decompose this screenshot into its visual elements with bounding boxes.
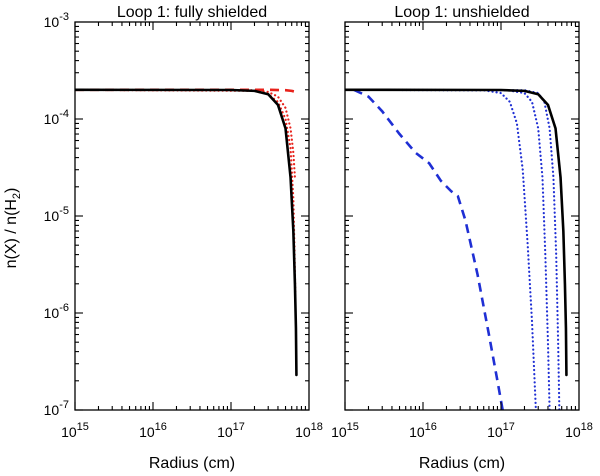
x-tick-labels: 1015 1016 1017 1018	[61, 421, 323, 440]
x-tick-label: 1015	[61, 421, 89, 440]
y-tick-labels: 10-7 10-6 10-5 10-4 10-3	[44, 11, 69, 418]
series-red-dotted-1	[75, 88, 297, 179]
y-tick-label: 10-4	[44, 108, 69, 127]
x-tick-label: 1015	[331, 421, 359, 440]
panel-unshielded: Loop 1: unshielded 1015 1016 1017 1018 Radi…	[331, 4, 593, 472]
x-tick-label: 1017	[487, 421, 515, 440]
x-tick-label: 1018	[295, 421, 323, 440]
x-tick-label: 1017	[217, 421, 245, 440]
series-blue-dotted-3	[345, 88, 561, 410]
tick-marks	[344, 22, 579, 411]
y-tick-label: 10-3	[44, 11, 69, 30]
x-tick-label: 1018	[565, 421, 593, 440]
series-blue-dashed	[353, 88, 504, 410]
panel-title: Loop 1: fully shielded	[117, 4, 267, 21]
plot-area	[345, 88, 568, 410]
series-red-dotted-2	[75, 88, 297, 300]
x-tick-label: 1016	[139, 421, 167, 440]
y-tick-label: 10-6	[44, 302, 69, 321]
panel-title: Loop 1: unshielded	[394, 4, 529, 21]
plot-frame	[344, 21, 580, 411]
x-axis-label: Radius (cm)	[419, 455, 505, 472]
y-tick-label: 10-5	[44, 205, 69, 224]
y-axis-label: n(X) / n(H2)	[3, 188, 23, 269]
plot-area	[75, 88, 298, 377]
series-blue-dotted-1	[345, 88, 537, 410]
y-axis-label-sub: 2	[11, 193, 23, 199]
y-tick-label: 10-7	[44, 399, 69, 418]
y-axis-label-main: n(X) / n(H	[3, 199, 20, 268]
x-tick-label: 1016	[409, 421, 437, 440]
x-tick-labels: 1015 1016 1017 1018	[331, 421, 593, 440]
panel-fully-shielded: Loop 1: fully shielded 1015 1016 1017 1018 …	[44, 4, 323, 472]
y-axis-label-close: )	[3, 188, 20, 193]
series-black-solid	[75, 88, 298, 377]
tick-marks	[74, 22, 309, 411]
series-black-solid	[345, 88, 568, 377]
plot-frame	[74, 21, 310, 411]
x-axis-label: Radius (cm)	[149, 455, 235, 472]
